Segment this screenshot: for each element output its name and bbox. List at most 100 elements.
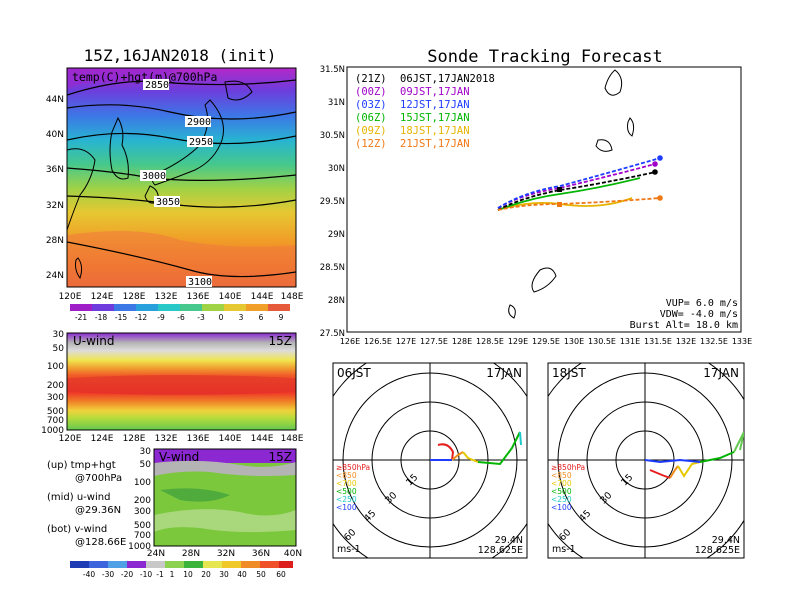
hodograph-left-trace [430, 431, 522, 466]
track-lon-labels: 126E 126.5E 127E 127.5E 128E 128.5E 129E… [340, 337, 752, 346]
burst-text: Burst Alt= 18.0 km [630, 320, 738, 331]
note-mid-lat: @29.36N [75, 505, 121, 516]
lat-label: 28N [182, 549, 200, 559]
lon-label: 129E [508, 337, 528, 346]
level-label: ≥850hPa [336, 463, 370, 472]
lon-label: 128E [123, 434, 146, 444]
hodograph-right-trace [644, 431, 744, 479]
uwind-p-labels: 30 50 100 200 300 500 700 1000 [41, 330, 64, 436]
lat-label: 30N [328, 164, 345, 174]
p-label: 30 [53, 330, 65, 340]
track-legend: (21Z) 06JST,17JAN2018 (00Z) 09JST,17JAN … [355, 73, 495, 150]
map-title: 15Z,16JAN2018 (init) [84, 46, 277, 65]
track-title: Sonde Tracking Forecast [427, 47, 662, 67]
colorbar-tick: 6 [259, 313, 264, 322]
hodo-segment-low [437, 443, 455, 461]
p-label: 50 [140, 460, 152, 470]
map-features [67, 68, 296, 287]
map-field-label: temp(C)+hgt(m)@700hPa [72, 70, 217, 84]
lat-label: 32N [217, 549, 235, 559]
lat-label: 29N [328, 230, 345, 240]
legend-code: (00Z) [355, 86, 387, 98]
lat-label: 24N [46, 271, 64, 281]
lat-label: 31N [328, 98, 345, 108]
lon-label: 144E [251, 292, 274, 302]
lon-label: 136E [187, 434, 210, 444]
lon-label: 124E [91, 292, 114, 302]
p-label: 50 [53, 344, 65, 354]
lat-label: 36N [252, 549, 270, 559]
uwind-lon-labels: 120E 124E 128E 132E 136E 140E 144E 148E [59, 434, 304, 444]
legend-code: (06Z) [355, 112, 387, 124]
hodo-segment-100 [644, 458, 701, 464]
lon-label: 126.5E [364, 337, 392, 346]
level-label: <700 [336, 479, 357, 488]
legend-code: (12Z) [355, 138, 387, 150]
p-label: 500 [47, 407, 64, 417]
track-midpoint-marker [557, 187, 562, 192]
temp-colorbar-ticks: -21 -18 -15 -12 -9 -6 -3 0 3 6 9 [75, 313, 284, 322]
hodo-segment-700 [677, 461, 701, 478]
vwind-frame [153, 448, 297, 547]
vwind-gray-patch [154, 460, 296, 476]
track-21z [497, 171, 657, 211]
hodo-segment-250 [733, 431, 744, 453]
lon-label: 129.5E [532, 337, 560, 346]
lon-label: 120E [59, 292, 82, 302]
colorbar-tick: 50 [256, 570, 266, 579]
p-label: 500 [134, 521, 151, 531]
level-label: ≥850hPa [551, 463, 585, 472]
track-end-marker [652, 161, 658, 167]
vdw-text: VDW= -4.0 m/s [660, 309, 738, 320]
colorbar-tick: -40 [83, 570, 95, 579]
lon-label: 148E [281, 292, 304, 302]
coastline-hokkaido [224, 80, 253, 101]
hodo-levels: ≥850hPa <850 <700 <500 <250 <100 [551, 463, 585, 512]
map-lat-labels: 44N 40N 36N 32N 28N 24N [46, 95, 64, 281]
level-label: <250 [336, 495, 357, 504]
lon-label: 120E [59, 434, 82, 444]
legend-time: 12JST,17JAN [400, 99, 470, 111]
vwind-time: 15Z [269, 450, 293, 464]
uwind-time: 15Z [269, 334, 293, 348]
vwind-dark-patch [160, 488, 230, 502]
hodo-date: 17JAN [486, 366, 522, 380]
p-label: 300 [47, 393, 64, 403]
p-label: 700 [47, 416, 64, 426]
track-06z [497, 177, 641, 211]
lat-label: 30.5N [320, 131, 345, 141]
contour-label: 2950 [189, 137, 213, 148]
track-params: VUP= 6.0 m/s VDW= -4.0 m/s Burst Alt= 18… [630, 298, 738, 331]
legend-time: 06JST,17JAN2018 [400, 73, 495, 85]
track-end-marker [652, 169, 658, 175]
contour-3100 [67, 241, 296, 278]
note-bot: (bot) v-wind [47, 524, 107, 535]
p-label: 100 [47, 362, 64, 372]
hodo-levels: ≥850hPa <850 <700 <500 <250 <100 [336, 463, 370, 512]
hodo-time: 06JST [337, 366, 371, 380]
lon-label: 128.5E [476, 337, 504, 346]
temp-colorbar [70, 304, 290, 311]
lon-label: 127.5E [420, 337, 448, 346]
lat-label: 40N [284, 549, 302, 559]
island-coastline [508, 304, 516, 319]
colorbar-tick: 3 [239, 313, 244, 322]
contour-2900 [67, 104, 296, 120]
legend-time: 15JST,17JAN [400, 112, 470, 124]
hodo-segment-850 [451, 451, 464, 461]
lon-label: 136E [187, 292, 210, 302]
island-coastline [604, 69, 623, 96]
hodo-segment-700 [462, 451, 479, 463]
colorbar-tick: 1 [170, 570, 175, 579]
lat-label: 27.5N [320, 329, 345, 339]
p-label: 700 [134, 531, 151, 541]
level-label: <850 [336, 471, 357, 480]
lon-label: 140E [219, 434, 242, 444]
lat-label: 40N [46, 130, 64, 140]
colorbar-tick: -10 [140, 570, 152, 579]
hodo-unit: ms-1 [337, 544, 361, 555]
uwind-frame [66, 332, 297, 431]
track-coastlines [508, 69, 635, 319]
colorbar-tick: 60 [276, 570, 286, 579]
